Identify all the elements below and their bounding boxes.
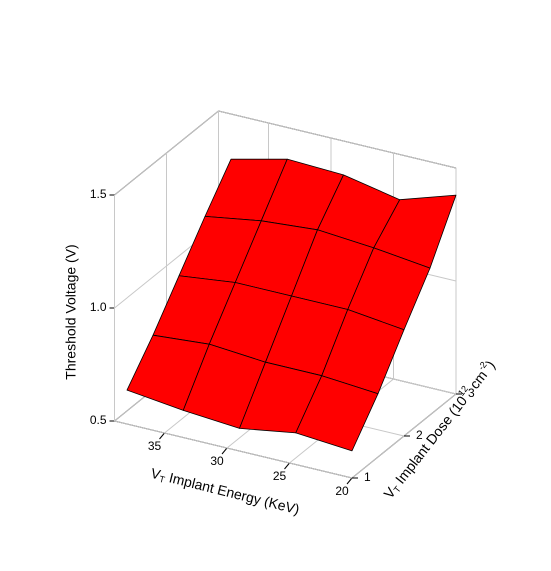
x-tick-label: 20 — [335, 484, 349, 498]
x-tick-label: 35 — [148, 439, 162, 453]
tick-mark — [221, 447, 228, 455]
y-tick-label: 3 — [468, 386, 475, 400]
tick-mark — [284, 462, 290, 470]
x-tick-label: 25 — [273, 469, 287, 483]
x-tick-label: 30 — [210, 454, 224, 468]
y-tick-label: 1 — [364, 470, 371, 484]
grid-line — [114, 420, 353, 479]
y-axis-title-part: Implant Dose (10 — [389, 393, 470, 490]
z-tick-label: 0.5 — [90, 413, 107, 427]
surface-cell — [295, 375, 379, 452]
surface — [126, 158, 457, 452]
y-axis-title: VT Implant Dose (1012 cm-2) — [379, 356, 499, 502]
z-tick-label: 1.5 — [90, 187, 107, 201]
x-axis-title-sub: T — [158, 474, 166, 485]
z-axis-title: Threshold Voltage (V) — [63, 244, 79, 379]
y-axis-title-sub: T — [392, 484, 404, 495]
tick-mark — [346, 477, 353, 485]
y-axis-title-sup: 12 — [456, 384, 470, 398]
tick-mark — [159, 432, 165, 440]
z-tick-label: 1.0 — [90, 300, 107, 314]
y-tick-label: 2 — [416, 428, 423, 442]
grid-line — [218, 110, 457, 169]
